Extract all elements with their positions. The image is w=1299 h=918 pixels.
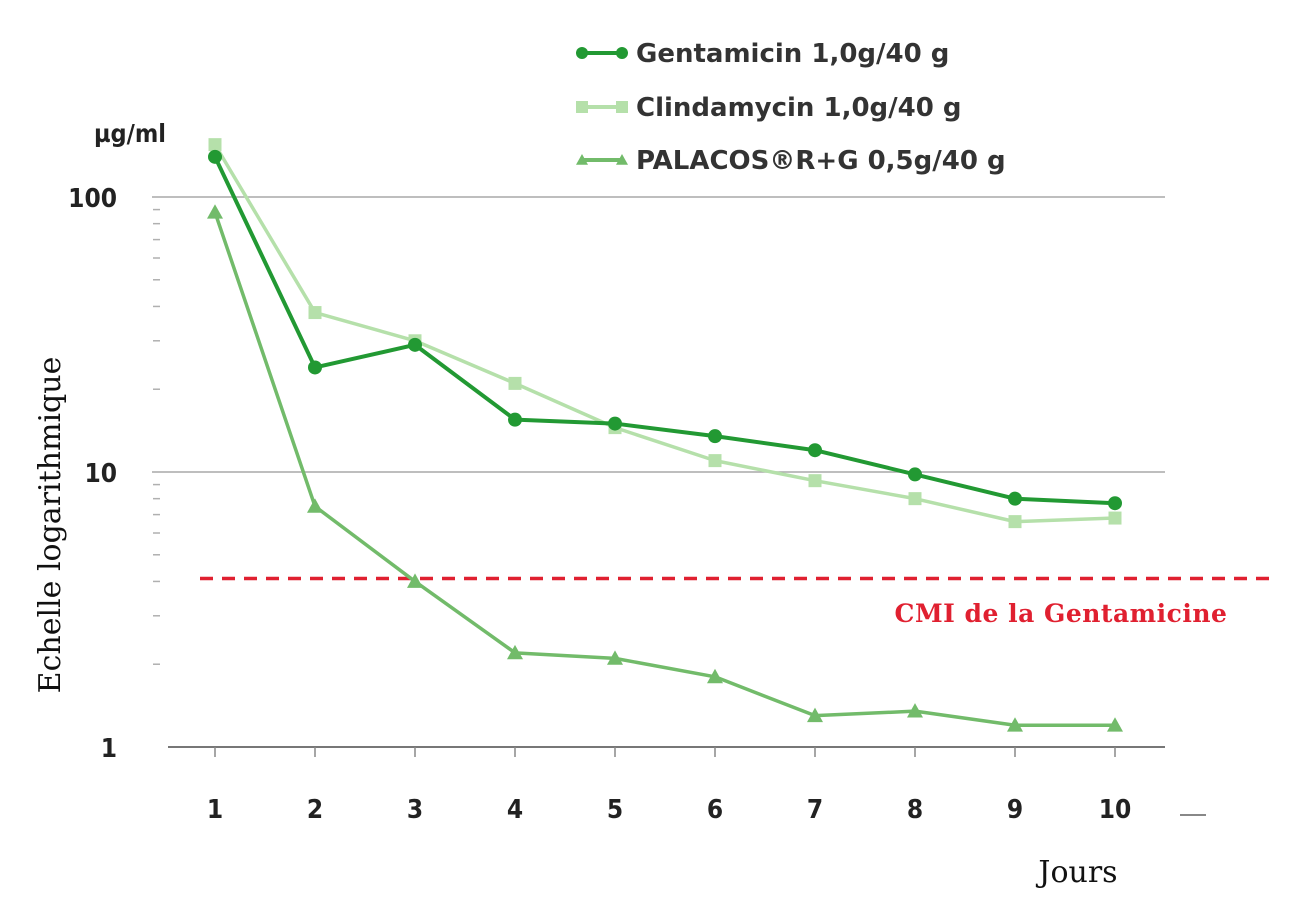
data-point bbox=[308, 306, 322, 320]
y-minor-ticks bbox=[153, 208, 160, 665]
data-point bbox=[1007, 717, 1023, 732]
reference-line-label: CMI de la Gentamicine bbox=[895, 599, 1228, 628]
y-tick-label-100: 100 bbox=[68, 184, 117, 214]
x-tick-label-10: 10 bbox=[1099, 795, 1132, 825]
x-tick-label-3: 3 bbox=[407, 795, 423, 825]
x-tick-label-4: 4 bbox=[507, 795, 523, 825]
tick-labels: 1 10 100 1 2 3 4 5 6 7 8 9 10 bbox=[68, 184, 1131, 825]
legend-marker-start bbox=[576, 47, 588, 59]
x-tick-label-8: 8 bbox=[907, 795, 923, 825]
series-triangle bbox=[207, 204, 1123, 732]
legend-marker-end bbox=[616, 101, 628, 113]
data-point bbox=[508, 376, 522, 390]
data-point bbox=[607, 650, 623, 665]
data-point bbox=[608, 416, 622, 431]
legend-marker-end bbox=[616, 154, 628, 165]
x-tick-label-9: 9 bbox=[1007, 795, 1023, 825]
data-point bbox=[1008, 491, 1022, 506]
data-point bbox=[908, 492, 922, 506]
x-tick-label-2: 2 bbox=[307, 795, 323, 825]
legend-label: Clindamycin 1,0g/40 g bbox=[636, 93, 962, 123]
data-point bbox=[207, 204, 223, 219]
data-point bbox=[707, 668, 723, 684]
data-point bbox=[708, 454, 722, 468]
data-point bbox=[507, 644, 523, 660]
data-point bbox=[307, 498, 323, 513]
data-point bbox=[1008, 515, 1022, 529]
legend-marker-start bbox=[576, 154, 588, 165]
data-point bbox=[308, 360, 322, 375]
y-tick-label-10: 10 bbox=[84, 459, 117, 489]
data-point bbox=[807, 707, 823, 723]
legend-marker-end bbox=[616, 47, 628, 59]
data-point bbox=[408, 337, 422, 352]
x-tick-label-7: 7 bbox=[807, 795, 823, 825]
series-line bbox=[213, 211, 1115, 727]
data-point bbox=[1107, 717, 1123, 732]
series-line bbox=[213, 143, 1116, 524]
x-axis-title: Jours bbox=[1035, 855, 1117, 890]
legend-label: PALACOS®R+G 0,5g/40 g bbox=[636, 146, 1006, 176]
data-point bbox=[907, 703, 923, 718]
data-point bbox=[908, 467, 922, 482]
data-point bbox=[407, 573, 423, 588]
series-group bbox=[207, 138, 1123, 732]
data-point bbox=[808, 474, 822, 488]
data-point bbox=[1108, 496, 1122, 511]
x-tick-label-5: 5 bbox=[607, 795, 623, 825]
data-point bbox=[808, 443, 822, 458]
legend-item-circle: Gentamicin 1,0g/40 g bbox=[576, 39, 949, 69]
grid bbox=[152, 196, 1165, 757]
legend-item-triangle: PALACOS®R+G 0,5g/40 g bbox=[576, 146, 1006, 176]
legend: Gentamicin 1,0g/40 g Clindamycin 1,0g/40 … bbox=[576, 39, 1006, 176]
y-tick-label-1: 1 bbox=[101, 734, 117, 764]
series-line bbox=[213, 155, 1116, 506]
data-point bbox=[708, 429, 722, 444]
y-axis-title: Echelle logarithmique bbox=[33, 357, 68, 694]
data-point bbox=[208, 149, 222, 164]
legend-item-square: Clindamycin 1,0g/40 g bbox=[576, 93, 962, 123]
y-unit-label: µg/ml bbox=[94, 119, 166, 148]
x-tick-label-1: 1 bbox=[207, 795, 223, 825]
legend-marker-start bbox=[576, 101, 588, 113]
x-tick-label-6: 6 bbox=[707, 795, 723, 825]
data-point bbox=[208, 138, 222, 152]
data-point bbox=[508, 412, 522, 427]
legend-label: Gentamicin 1,0g/40 g bbox=[636, 39, 949, 69]
series-circle bbox=[208, 149, 1122, 511]
data-point bbox=[1108, 511, 1122, 525]
